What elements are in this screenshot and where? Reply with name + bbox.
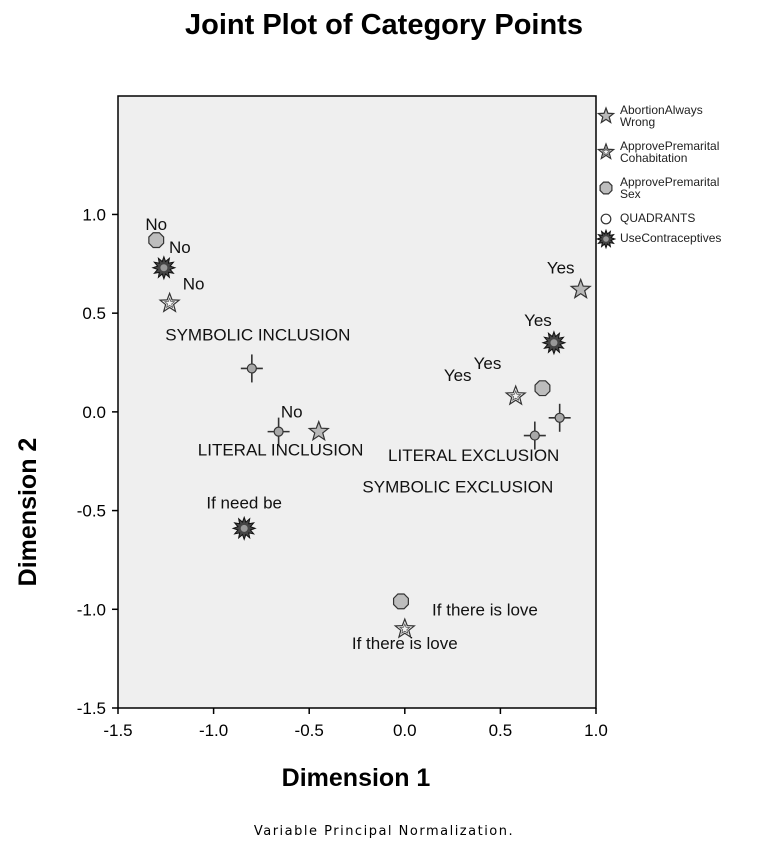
point-label: LITERAL EXCLUSION xyxy=(388,446,559,465)
point-label: No xyxy=(183,274,205,293)
data-point xyxy=(548,403,571,432)
plot-area xyxy=(117,95,597,709)
point-label: No xyxy=(169,238,191,257)
y-tick-label: -1.0 xyxy=(77,600,106,619)
legend-label: UseContraceptives xyxy=(620,231,721,245)
legend-marker xyxy=(596,106,616,124)
data-point xyxy=(392,593,409,610)
y-tick-label: -1.5 xyxy=(77,699,106,718)
legend: AbortionAlwaysWrongApprovePremaritalCoha… xyxy=(595,103,721,250)
y-axis-title: Dimension 2 xyxy=(14,438,42,587)
x-tick-label: -1.5 xyxy=(103,721,132,740)
point-label: Yes xyxy=(474,354,502,373)
legend-marker xyxy=(596,142,616,160)
data-point xyxy=(534,380,551,397)
legend-marker xyxy=(595,228,617,250)
point-label: No xyxy=(145,215,167,234)
data-points xyxy=(148,232,592,639)
legend-label: Sex xyxy=(620,187,641,201)
x-tick-label: 0.5 xyxy=(489,721,513,740)
data-point xyxy=(504,384,527,406)
legend-label: Cohabitation xyxy=(620,151,687,165)
y-tick-label: -0.5 xyxy=(77,502,106,521)
data-point xyxy=(151,255,177,281)
legend-label: QUADRANTS xyxy=(620,211,695,225)
legend-marker xyxy=(600,213,612,225)
point-label: Yes xyxy=(547,258,575,277)
y-tick-label: 0.0 xyxy=(82,403,106,422)
data-point xyxy=(569,277,592,299)
point-label: Yes xyxy=(524,311,552,330)
data-point xyxy=(148,232,165,249)
data-point xyxy=(267,417,290,446)
x-axis: -1.5 -1.0 -0.5 0.0 0.5 1.0 xyxy=(103,708,608,740)
point-labels: No Yes No Yes If there is love No Yes If there … xyxy=(145,215,574,653)
point-label: If need be xyxy=(206,493,282,512)
data-point xyxy=(393,617,416,639)
y-axis: -1.5 -1.0 -0.5 0.0 0.5 1.0 xyxy=(77,205,118,718)
data-point xyxy=(240,354,263,383)
chart-title: Joint Plot of Category Points xyxy=(185,9,583,41)
x-tick-label: 1.0 xyxy=(584,721,608,740)
point-label: No xyxy=(281,403,303,422)
point-label: SYMBOLIC EXCLUSION xyxy=(362,478,553,497)
legend-item: QUADRANTS xyxy=(600,211,695,225)
data-point xyxy=(523,421,546,450)
point-label: SYMBOLIC INCLUSION xyxy=(165,325,350,344)
legend-label: Wrong xyxy=(620,115,655,129)
data-point xyxy=(307,419,330,442)
data-point xyxy=(541,330,567,356)
point-label: Yes xyxy=(444,366,472,385)
data-point xyxy=(231,515,257,541)
y-tick-label: 0.5 xyxy=(82,304,106,323)
legend-marker xyxy=(599,181,613,195)
x-tick-label: -0.5 xyxy=(295,721,324,740)
data-point xyxy=(158,291,181,313)
legend-label: ApprovePremarital xyxy=(620,139,719,153)
legend-label: ApprovePremarital xyxy=(620,175,719,189)
x-axis-title: Dimension 1 xyxy=(282,764,431,792)
legend-item: UseContraceptives xyxy=(595,228,721,250)
y-tick-label: 1.0 xyxy=(82,205,106,224)
point-label: If there is love xyxy=(432,600,538,619)
x-tick-label: -1.0 xyxy=(199,721,228,740)
point-label: If there is love xyxy=(352,634,458,653)
legend-label: AbortionAlways xyxy=(620,103,703,117)
point-label: LITERAL INCLUSION xyxy=(198,441,364,460)
x-tick-label: 0.0 xyxy=(393,721,417,740)
footnote: Variable Principal Normalization. xyxy=(254,824,514,839)
